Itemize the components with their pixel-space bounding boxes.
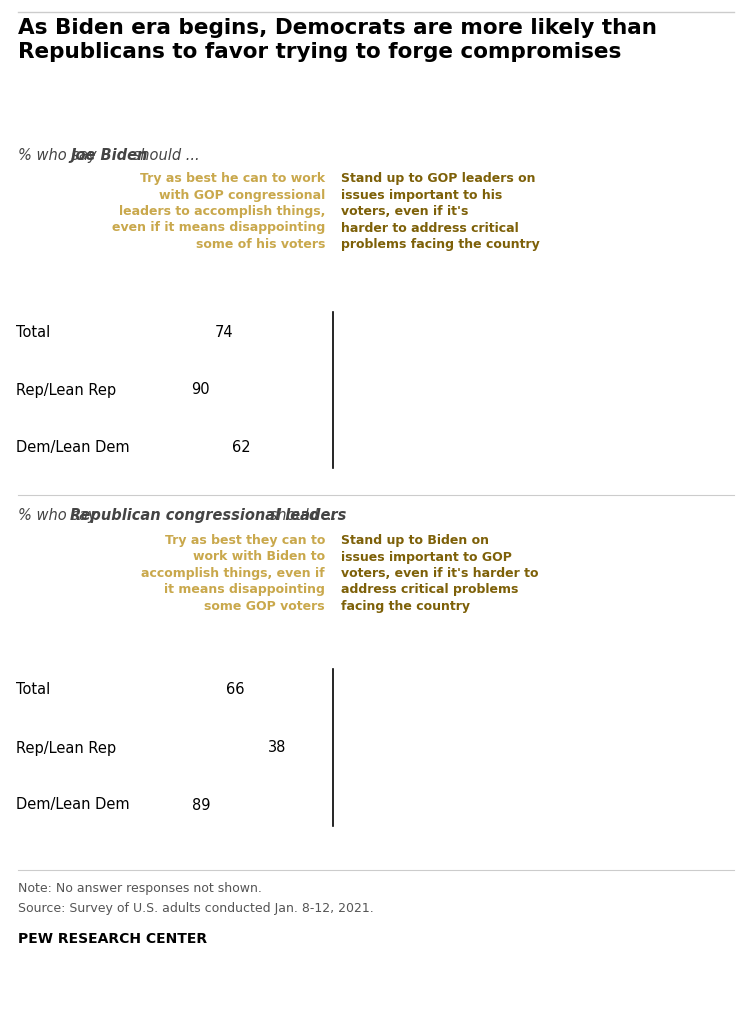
Text: Dem/Lean Dem: Dem/Lean Dem (16, 798, 129, 812)
Text: 89: 89 (193, 798, 211, 812)
Text: Source: Survey of U.S. adults conducted Jan. 8-12, 2021.: Source: Survey of U.S. adults conducted … (18, 902, 374, 915)
Text: Try as best they can to
work with Biden to
accomplish things, even if
it means d: Try as best they can to work with Biden … (141, 534, 325, 613)
Text: As Biden era begins, Democrats are more likely than
Republicans to favor trying : As Biden era begins, Democrats are more … (18, 18, 657, 62)
Text: Republican congressional leaders: Republican congressional leaders (70, 508, 347, 523)
Text: should ...: should ... (265, 508, 337, 523)
Text: 38: 38 (268, 741, 287, 756)
Text: 9: 9 (341, 798, 351, 812)
Text: Joe Biden: Joe Biden (70, 148, 147, 163)
Text: Stand up to Biden on
issues important to GOP
voters, even if it's harder to
addr: Stand up to Biden on issues important to… (341, 534, 538, 613)
Text: 66: 66 (226, 682, 245, 698)
Text: Rep/Lean Rep: Rep/Lean Rep (16, 741, 116, 756)
Text: 74: 74 (214, 325, 233, 341)
Text: 59: 59 (411, 741, 429, 756)
Text: 90: 90 (191, 383, 210, 398)
Text: 37: 37 (378, 440, 397, 454)
Text: % who say: % who say (18, 148, 102, 163)
Text: should ...: should ... (128, 148, 199, 163)
Text: Total: Total (16, 325, 50, 341)
Text: PEW RESEARCH CENTER: PEW RESEARCH CENTER (18, 932, 207, 946)
Text: Note: No answer responses not shown.: Note: No answer responses not shown. (18, 882, 262, 895)
Text: 62: 62 (232, 440, 251, 454)
Text: 7: 7 (338, 383, 348, 398)
Text: 31: 31 (369, 682, 388, 698)
Text: Stand up to GOP leaders on
issues important to his
voters, even if it's
harder t: Stand up to GOP leaders on issues import… (341, 172, 540, 251)
Text: Total: Total (16, 682, 50, 698)
Text: 24: 24 (359, 325, 378, 341)
Text: Try as best he can to work
with GOP congressional
leaders to accomplish things,
: Try as best he can to work with GOP cong… (112, 172, 325, 251)
Text: % who say: % who say (18, 508, 102, 523)
Text: Dem/Lean Dem: Dem/Lean Dem (16, 440, 129, 454)
Text: Rep/Lean Rep: Rep/Lean Rep (16, 383, 116, 398)
